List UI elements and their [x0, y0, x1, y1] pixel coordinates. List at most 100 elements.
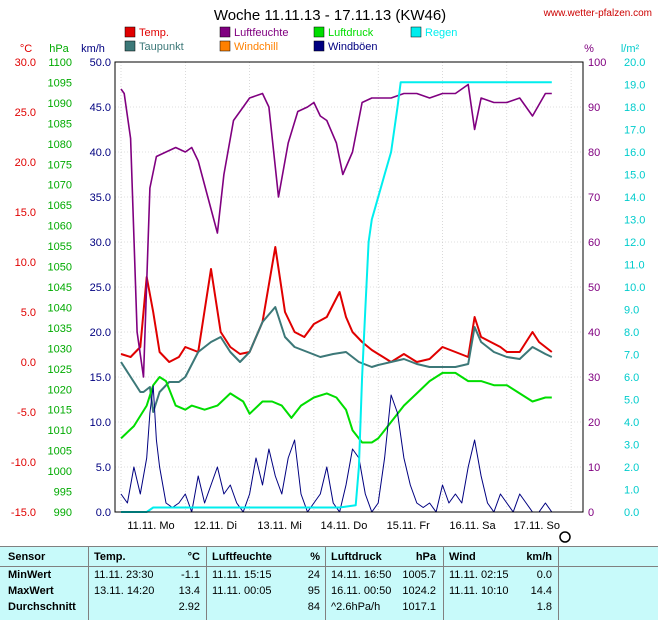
- table-row: MaxWert 13.11. 14:20 13.4 11.11. 00:05 9…: [0, 584, 658, 599]
- humidity-tick-label: 50: [588, 282, 600, 294]
- rain-tick-label: 19.0: [624, 80, 645, 92]
- humidity-tick-label: 40: [588, 327, 600, 339]
- weather-chart: Woche 11.11.13 - 17.11.13 (KW46) www.wet…: [11, 7, 652, 543]
- pressure-tick-label: 990: [54, 507, 72, 519]
- header-humidity: Luftfeuchte: [212, 551, 272, 563]
- rain-tick-label: 20.0: [624, 57, 645, 69]
- humidity-value: 84: [307, 601, 320, 613]
- pressure-time: 16.11. 00:50: [331, 585, 392, 597]
- temp-value: 2.92: [178, 601, 200, 613]
- wind-tick-label: 35.0: [90, 192, 111, 204]
- pressure-value: 1017.1: [402, 601, 436, 613]
- pressure-tick-label: 1065: [48, 200, 72, 212]
- x-tick-label: 17.11. So: [514, 520, 560, 532]
- legend-swatch: [124, 26, 136, 38]
- statistics-table: Sensor Temp. °C Luftfeuchte % Luftdruck …: [0, 546, 658, 620]
- scroll-marker-icon[interactable]: [559, 531, 571, 543]
- table-header-row: Sensor Temp. °C Luftfeuchte % Luftdruck …: [0, 550, 658, 565]
- legend-swatch: [219, 26, 231, 38]
- x-tick-label: 15.11. Fr: [387, 520, 431, 532]
- plot-frame: [114, 61, 584, 513]
- table-row: MinWert 11.11. 23:30 -1.1 11.11. 15:15 2…: [0, 568, 658, 583]
- rain-tick-label: 4.0: [624, 417, 639, 429]
- legend-swatch: [219, 40, 231, 52]
- temp-axis-unit: °C: [20, 43, 32, 55]
- temp-time: 13.11. 14:20: [94, 585, 155, 597]
- header-temp: Temp.: [94, 551, 126, 563]
- temp-tick-label: 25.0: [15, 107, 36, 119]
- pressure-tick-label: 1050: [48, 262, 72, 274]
- header-humidity-unit: %: [310, 551, 320, 563]
- header-wind-unit: km/h: [526, 551, 552, 563]
- temp-value: -1.1: [181, 569, 200, 581]
- x-tick-label: 16.11. Sa: [449, 520, 496, 532]
- header-temp-unit: °C: [187, 551, 200, 563]
- legend-swatch: [313, 26, 325, 38]
- pressure-tick-label: 1005: [48, 446, 72, 458]
- wind-time: 11.11. 10:10: [449, 585, 509, 597]
- temp-time: 11.11. 23:30: [94, 569, 154, 581]
- legend-swatch: [410, 26, 422, 38]
- humidity-tick-label: 20: [588, 417, 600, 429]
- header-pressure-unit: hPa: [415, 551, 436, 563]
- pressure-tick-label: 1095: [48, 77, 72, 89]
- legend-swatch: [313, 40, 325, 52]
- legend: Temp. Luftfeuchte Luftdruck Regen Taupunkt Wi…: [124, 26, 457, 53]
- rain-tick-label: 6.0: [624, 372, 639, 384]
- pressure-tick-label: 1040: [48, 302, 72, 314]
- rain-axis-unit: l/m²: [621, 43, 640, 55]
- pressure-time: 14.11. 16:50: [331, 569, 392, 581]
- table-divider: [88, 546, 89, 620]
- legend-label: Temp.: [139, 27, 169, 39]
- wind-tick-label: 25.0: [90, 282, 111, 294]
- wind-tick-label: 20.0: [90, 327, 111, 339]
- series-line-temp: [120, 246, 553, 363]
- x-tick-label: 12.11. Di: [194, 520, 237, 532]
- temp-tick-label: 5.0: [21, 307, 36, 319]
- series-line-taupunkt: [120, 306, 553, 413]
- wind-tick-label: 5.0: [96, 462, 111, 474]
- legend-label: Luftdruck: [328, 27, 374, 39]
- wind-tick-label: 50.0: [90, 57, 111, 69]
- wind-tick-label: 0.0: [96, 507, 111, 519]
- pressure-value: 1024.2: [402, 585, 436, 597]
- pressure-tick-label: 1010: [48, 425, 72, 437]
- series-line-luftdruck: [120, 371, 552, 444]
- temp-tick-label: 30.0: [15, 57, 36, 69]
- pressure-tick-label: 1045: [48, 282, 72, 294]
- row-label: MaxWert: [8, 585, 54, 597]
- x-tick-label: 13.11. Mi: [257, 520, 301, 532]
- humidity-tick-label: 0: [588, 507, 594, 519]
- temp-tick-label: 10.0: [15, 257, 36, 269]
- pressure-tick-label: 995: [54, 487, 72, 499]
- temp-tick-label: 20.0: [15, 157, 36, 169]
- axis-labels: 30.0 25.0 20.0 15.0 10.0 5.0 0.0 -5.0 -10.0 -15.0…: [11, 57, 646, 532]
- rain-tick-label: 11.0: [624, 260, 645, 272]
- rain-tick-label: 15.0: [624, 170, 645, 182]
- wind-value: 14.4: [530, 585, 552, 597]
- pressure-tick-label: 1035: [48, 323, 72, 335]
- humidity-tick-label: 80: [588, 147, 600, 159]
- temp-tick-label: 0.0: [21, 357, 36, 369]
- wind-tick-label: 30.0: [90, 237, 111, 249]
- rain-tick-label: 8.0: [624, 327, 639, 339]
- x-tick-label: 11.11. Mo: [127, 520, 174, 532]
- pressure-tick-label: 1055: [48, 241, 72, 253]
- humidity-time: 11.11. 00:05: [212, 585, 272, 597]
- table-divider: [206, 546, 207, 620]
- pressure-tick-label: 1090: [48, 98, 72, 110]
- legend-label: Regen: [425, 27, 457, 39]
- pressure-tick-label: 1075: [48, 159, 72, 171]
- temp-tick-label: -15.0: [11, 507, 36, 519]
- rain-tick-label: 12.0: [624, 237, 645, 249]
- rain-tick-label: 16.0: [624, 147, 645, 159]
- humidity-tick-label: 10: [588, 462, 600, 474]
- humidity-tick-label: 30: [588, 372, 600, 384]
- watermark-link[interactable]: www.wetter-pfalzen.com: [543, 8, 652, 19]
- humidity-time: 11.11. 15:15: [212, 569, 272, 581]
- pressure-tick-label: 1000: [48, 466, 72, 478]
- table-divider: [325, 546, 326, 620]
- chart-title: Woche 11.11.13 - 17.11.13 (KW46): [214, 7, 446, 24]
- legend-label: Taupunkt: [139, 41, 184, 53]
- humidity-tick-label: 60: [588, 237, 600, 249]
